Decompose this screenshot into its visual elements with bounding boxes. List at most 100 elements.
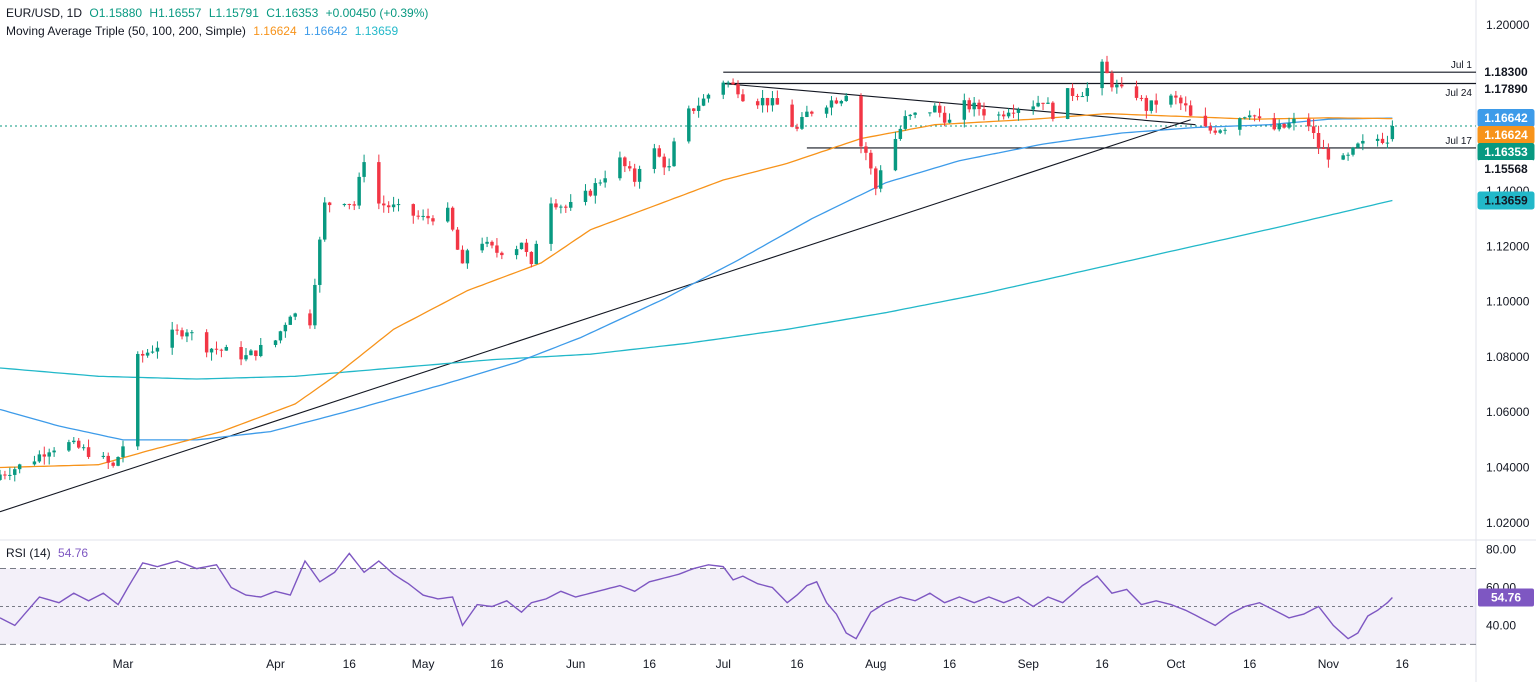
candle	[465, 250, 470, 264]
candle	[741, 94, 745, 102]
candle	[111, 462, 115, 466]
price-tag-label-1: 1.17890	[1484, 82, 1528, 96]
candle	[1016, 109, 1021, 113]
candle	[3, 474, 7, 476]
candle	[81, 447, 86, 449]
candle	[760, 97, 765, 106]
candles	[0, 55, 1395, 482]
candle	[1287, 123, 1291, 128]
candle	[755, 101, 760, 106]
level-label-0: Jul 1	[1451, 60, 1473, 71]
candle	[1154, 100, 1158, 105]
candle	[657, 148, 662, 157]
candle	[32, 461, 37, 465]
symbol-header: EUR/USD, 1D O1.15880 H1.16557 L1.15791 C…	[6, 6, 432, 20]
price-tick-label-0: 1.20000	[1486, 18, 1530, 32]
candle	[1115, 84, 1119, 88]
candle	[175, 329, 179, 331]
candle	[283, 324, 288, 332]
rsi-tag-bg	[1478, 588, 1534, 607]
rsi-title[interactable]: RSI (14)	[6, 546, 51, 560]
price-tag-label-2: 1.16642	[1484, 111, 1528, 125]
candle	[1316, 132, 1321, 148]
candle	[495, 245, 499, 253]
candle	[696, 105, 701, 111]
candle	[185, 332, 189, 337]
candle	[706, 94, 711, 99]
symbol-label[interactable]: EUR/USD, 1D	[6, 6, 83, 20]
candle	[1203, 115, 1208, 127]
candle	[982, 109, 986, 116]
price-tick-label-5: 1.10000	[1486, 295, 1530, 309]
candle	[583, 190, 588, 202]
candle	[1213, 130, 1217, 133]
x-tick-label-8: 16	[790, 657, 804, 671]
candle	[322, 202, 327, 240]
candle	[805, 111, 809, 117]
candle	[844, 95, 848, 102]
candle	[1179, 97, 1183, 104]
candle	[726, 82, 730, 84]
candle	[1257, 116, 1262, 119]
candle	[445, 207, 450, 222]
candle	[1385, 142, 1390, 144]
candle	[770, 98, 775, 106]
candle	[431, 218, 435, 222]
candle	[500, 252, 504, 256]
candle	[116, 456, 120, 466]
candle	[362, 162, 366, 177]
x-tick-label-5: Jun	[566, 657, 585, 671]
candle	[293, 313, 297, 317]
candle	[1282, 123, 1286, 128]
candle	[903, 116, 908, 129]
candle	[244, 355, 248, 360]
candle	[421, 215, 425, 217]
candle	[1011, 112, 1016, 114]
candle	[1100, 61, 1104, 89]
candle	[1223, 129, 1227, 131]
rsi-value: 54.76	[58, 546, 89, 560]
trendline-0	[0, 119, 1191, 513]
candle	[795, 126, 799, 129]
candle	[1075, 95, 1080, 97]
ma200-value: 1.13659	[354, 24, 399, 38]
x-tick-label-16: 16	[1396, 657, 1410, 671]
candle	[559, 206, 563, 208]
candle	[1243, 117, 1247, 119]
candle	[765, 97, 770, 106]
candle	[396, 204, 401, 206]
open-value: O1.15880	[89, 6, 143, 20]
candle	[455, 229, 460, 250]
high-value: H1.16557	[149, 6, 202, 20]
candle	[145, 352, 150, 356]
candle	[1120, 84, 1124, 87]
candle	[249, 350, 253, 356]
candle	[86, 447, 91, 457]
x-tick-label-6: 16	[643, 657, 657, 671]
candle	[377, 162, 381, 204]
candle	[908, 114, 912, 117]
candle	[947, 119, 952, 123]
candle	[1110, 73, 1114, 88]
candle	[1361, 140, 1365, 144]
candle	[8, 474, 12, 476]
candle	[190, 332, 194, 334]
candle	[155, 347, 160, 352]
candle	[1070, 88, 1075, 96]
candle	[254, 350, 258, 357]
ma-title[interactable]: Moving Average Triple (50, 100, 200, Sim…	[6, 24, 246, 38]
candle	[259, 344, 263, 357]
candle	[1085, 88, 1090, 97]
price-tag-bg-6	[1477, 191, 1535, 210]
candle	[1149, 100, 1154, 111]
price-tag-bg-5	[1477, 160, 1535, 179]
candle	[67, 442, 71, 451]
candle	[121, 446, 125, 457]
x-tick-label-10: 16	[943, 657, 957, 671]
candle	[1238, 118, 1242, 130]
candle	[450, 207, 455, 230]
candle	[972, 102, 976, 110]
low-value: L1.15791	[208, 6, 259, 20]
candle	[800, 116, 804, 129]
candle	[1031, 106, 1035, 110]
